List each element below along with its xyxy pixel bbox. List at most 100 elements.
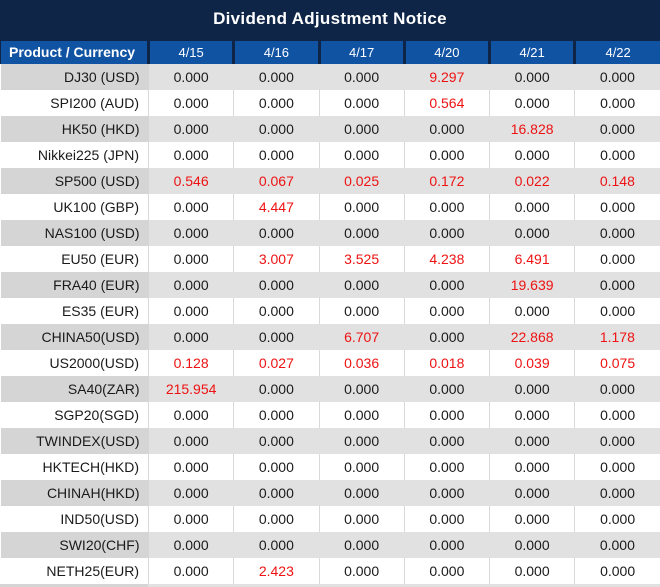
- table-row: ES35 (EUR) 0.000 0.000 0.000 0.000 0.000 0.000: [0, 297, 660, 324]
- value-cell: 0.000: [233, 479, 319, 506]
- value-cell: 0.000: [404, 271, 490, 298]
- value-cell: 0.000: [488, 193, 575, 220]
- value-cell: 0.000: [148, 63, 234, 90]
- value-cell: 0.000: [233, 89, 319, 116]
- value-cell: 6.491: [488, 245, 575, 272]
- value-cell: 0.000: [489, 219, 575, 246]
- table-row: HK50 (HKD) 0.000 0.000 0.000 0.000 16.828 0.00…: [0, 115, 660, 142]
- value-cell: 0.000: [148, 271, 234, 298]
- partial-next-row-value-cells: [148, 583, 660, 587]
- value-cell: 0.000: [233, 323, 319, 350]
- value-cell: 0.000: [233, 297, 319, 324]
- value-cell: 0.000: [574, 89, 660, 116]
- value-cell: 4.238: [403, 245, 490, 272]
- table-row: Nikkei225 (JPN) 0.000 0.000 0.000 0.000 0.000…: [0, 141, 660, 168]
- value-cell: 0.000: [147, 245, 234, 272]
- product-cell: DJ30 (USD): [0, 63, 149, 90]
- value-cell: 0.000: [233, 427, 319, 454]
- value-cell: 0.000: [574, 297, 660, 324]
- value-cell: 0.000: [233, 271, 319, 298]
- column-header-date-3: 4/17: [317, 38, 405, 64]
- table-header-row: Product / Currency 4/15 4/16 4/17 4/20 4…: [0, 38, 660, 64]
- value-cell: 0.000: [318, 401, 405, 428]
- product-cell: FRA40 (EUR): [0, 271, 149, 298]
- value-cell: 0.000: [403, 401, 490, 428]
- table-row: FRA40 (EUR) 0.000 0.000 0.000 0.000 19.639 0.0…: [0, 271, 660, 298]
- value-cell: 0.000: [574, 557, 660, 584]
- value-cell: 0.000: [147, 193, 234, 220]
- value-cell: 22.868: [489, 323, 575, 350]
- table-row: HKTECH(HKD) 0.000 0.000 0.000 0.000 0.000 0.00…: [0, 453, 660, 480]
- page-title: Dividend Adjustment Notice: [0, 0, 660, 38]
- value-cell: 0.000: [489, 375, 575, 402]
- value-cell: 0.000: [404, 375, 490, 402]
- value-cell: 0.027: [233, 349, 319, 376]
- value-cell: 0.000: [574, 531, 660, 558]
- value-cell: 6.707: [319, 323, 405, 350]
- value-cell: 0.000: [574, 219, 660, 246]
- value-cell: 0.000: [318, 453, 405, 480]
- value-cell: 0.000: [318, 505, 405, 532]
- value-cell: 0.000: [574, 245, 660, 272]
- value-cell: 1.178: [574, 323, 660, 350]
- value-cell: 0.000: [404, 115, 490, 142]
- table-row: US2000(USD) 0.128 0.027 0.036 0.018 0.039 0.07…: [0, 349, 660, 376]
- value-cell: 0.000: [489, 63, 575, 90]
- value-cell: 0.000: [403, 193, 490, 220]
- value-cell: 0.000: [318, 193, 405, 220]
- dividend-table: Product / Currency 4/15 4/16 4/17 4/20 4…: [0, 38, 660, 584]
- value-cell: 0.000: [489, 427, 575, 454]
- value-cell: 0.000: [488, 557, 575, 584]
- value-cell: 0.000: [148, 219, 234, 246]
- value-cell: 0.036: [318, 349, 405, 376]
- value-cell: 0.000: [148, 115, 234, 142]
- value-cell: 3.007: [233, 245, 319, 272]
- value-cell: 0.000: [403, 505, 490, 532]
- value-cell: 0.000: [319, 427, 405, 454]
- value-cell: 0.000: [148, 323, 234, 350]
- product-cell: UK100 (GBP): [0, 193, 149, 220]
- value-cell: 0.000: [233, 505, 319, 532]
- product-cell: NAS100 (USD): [0, 219, 149, 246]
- partial-next-row: [0, 583, 660, 587]
- table-row: SPI200 (AUD) 0.000 0.000 0.000 0.564 0.000 0.0…: [0, 89, 660, 116]
- value-cell: 0.000: [404, 531, 490, 558]
- table-row: EU50 (EUR) 0.000 3.007 3.525 4.238 6.491 0.000: [0, 245, 660, 272]
- product-cell: NETH25(EUR): [0, 557, 149, 584]
- value-cell: 0.000: [233, 63, 319, 90]
- value-cell: 0.000: [488, 297, 575, 324]
- value-cell: 0.000: [233, 531, 319, 558]
- value-cell: 0.000: [233, 115, 319, 142]
- value-cell: 0.000: [574, 479, 660, 506]
- value-cell: 0.000: [233, 141, 319, 168]
- value-cell: 0.000: [574, 401, 660, 428]
- value-cell: 3.525: [318, 245, 405, 272]
- value-cell: 4.447: [233, 193, 319, 220]
- product-cell: SP500 (USD): [0, 167, 149, 194]
- value-cell: 0.000: [404, 427, 490, 454]
- product-cell: HK50 (HKD): [0, 115, 149, 142]
- value-cell: 215.954: [148, 375, 234, 402]
- value-cell: 0.039: [488, 349, 575, 376]
- value-cell: 0.000: [488, 401, 575, 428]
- table-row: NETH25(EUR) 0.000 2.423 0.000 0.000 0.000 0.00…: [0, 557, 660, 584]
- value-cell: 0.000: [147, 141, 234, 168]
- value-cell: 0.000: [404, 479, 490, 506]
- value-cell: 0.000: [148, 479, 234, 506]
- value-cell: 0.000: [148, 427, 234, 454]
- value-cell: 0.172: [404, 167, 490, 194]
- value-cell: 0.067: [233, 167, 319, 194]
- product-cell: SPI200 (AUD): [0, 89, 149, 116]
- value-cell: 16.828: [489, 115, 575, 142]
- value-cell: 0.564: [403, 89, 490, 116]
- column-header-date-2: 4/16: [232, 38, 319, 64]
- value-cell: 0.000: [574, 271, 660, 298]
- value-cell: 0.000: [318, 297, 405, 324]
- value-cell: 0.000: [574, 427, 660, 454]
- table-row: SP500 (USD) 0.546 0.067 0.025 0.172 0.022 0.14…: [0, 167, 660, 194]
- table-row: DJ30 (USD) 0.000 0.000 0.000 9.297 0.000 0.000: [0, 63, 660, 90]
- value-cell: 0.546: [148, 167, 234, 194]
- table-row: UK100 (GBP) 0.000 4.447 0.000 0.000 0.000 0.00…: [0, 193, 660, 220]
- product-cell: ES35 (EUR): [0, 297, 149, 324]
